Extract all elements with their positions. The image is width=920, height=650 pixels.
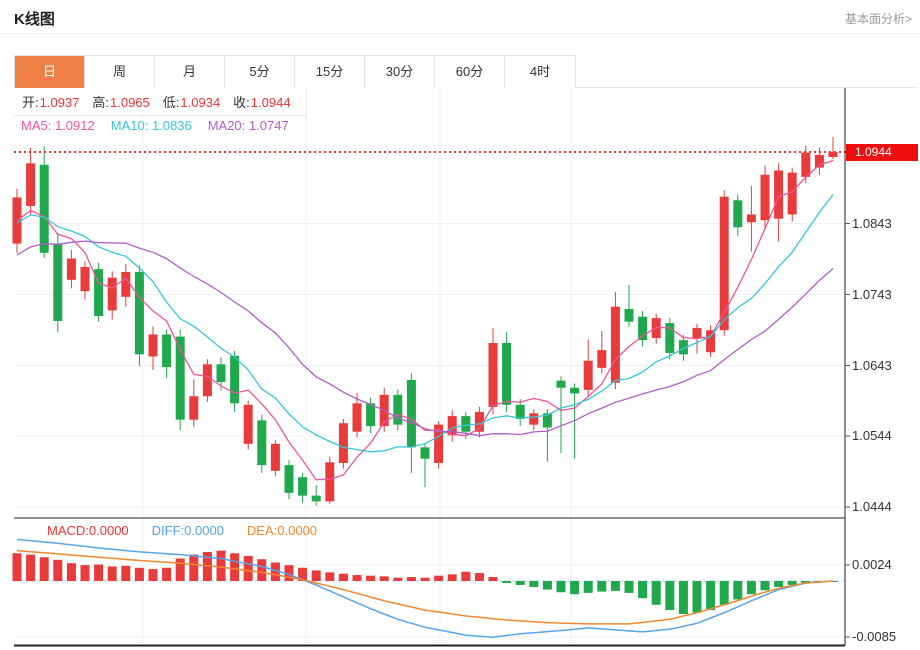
- price-tick-label: 1.0544: [852, 428, 892, 443]
- tab-week[interactable]: 周: [85, 56, 155, 88]
- price-tick-label: 1.0444: [852, 499, 892, 514]
- ma-lines: [16, 159, 834, 481]
- fundamental-analysis-link[interactable]: 基本面分析>: [844, 12, 912, 26]
- ma10-line: [16, 194, 834, 453]
- header-divider: [0, 33, 920, 34]
- candlestick-layer: [12, 137, 838, 506]
- tab-month[interactable]: 月: [155, 56, 225, 88]
- macd-legend: MACD:0.0000 DIFF:0.0000 DEA:0.0000: [47, 523, 340, 538]
- dea-value: DEA:0.0000: [246, 523, 318, 538]
- ma-legend: MA5: 1.0912 MA10: 1.0836 MA20: 1.0747: [21, 118, 305, 133]
- diff-value: DIFF:0.0000: [151, 523, 224, 538]
- ohlc-open: 开:1.0937: [22, 95, 80, 110]
- diff-line: [16, 538, 834, 638]
- macd-tick-label: 0.0024: [852, 557, 892, 573]
- price-tick-label: 1.0743: [852, 286, 892, 302]
- ma10-legend: MA10: 1.0836: [110, 118, 192, 133]
- tab-4hour[interactable]: 4时: [529, 64, 551, 79]
- ma20-legend: MA20: 1.0747: [207, 118, 289, 133]
- page-title: K线图: [14, 11, 55, 28]
- macd-tick-label: -0.0085: [852, 629, 897, 645]
- ohlc-low: 低:1.0934: [162, 95, 221, 110]
- tab-60min[interactable]: 60分: [435, 56, 505, 88]
- tab-5min[interactable]: 5分: [225, 56, 295, 88]
- ohlc-close: 收:1.0944: [233, 95, 291, 110]
- interval-tabs: 日 周 月 5分 15分 30分 60分 4时: [14, 55, 576, 88]
- price-tick-label: 1.0643: [852, 357, 892, 373]
- tab-30min[interactable]: 30分: [365, 56, 435, 88]
- ohlc-high: 高:1.0965: [92, 95, 150, 110]
- axis-lines: [14, 88, 850, 647]
- macd-value: MACD:0.0000: [47, 523, 129, 538]
- tab-day[interactable]: 日: [15, 56, 85, 88]
- macd-lines: [16, 538, 834, 638]
- ohlc-legend: 开:1.0937 高:1.0965 低:1.0934 收:1.0944: [14, 88, 307, 116]
- ma5-legend: MA5: 1.0912: [21, 118, 95, 133]
- dea-line: [16, 549, 834, 625]
- macd-histogram: [12, 550, 838, 615]
- current-price-badge: 1.0944: [846, 144, 918, 161]
- ma5-line: [16, 159, 834, 481]
- gridlines: [14, 88, 845, 646]
- ma20-line: [16, 240, 834, 437]
- price-tick-label: 1.0843: [852, 215, 892, 231]
- tab-15min[interactable]: 15分: [295, 56, 365, 88]
